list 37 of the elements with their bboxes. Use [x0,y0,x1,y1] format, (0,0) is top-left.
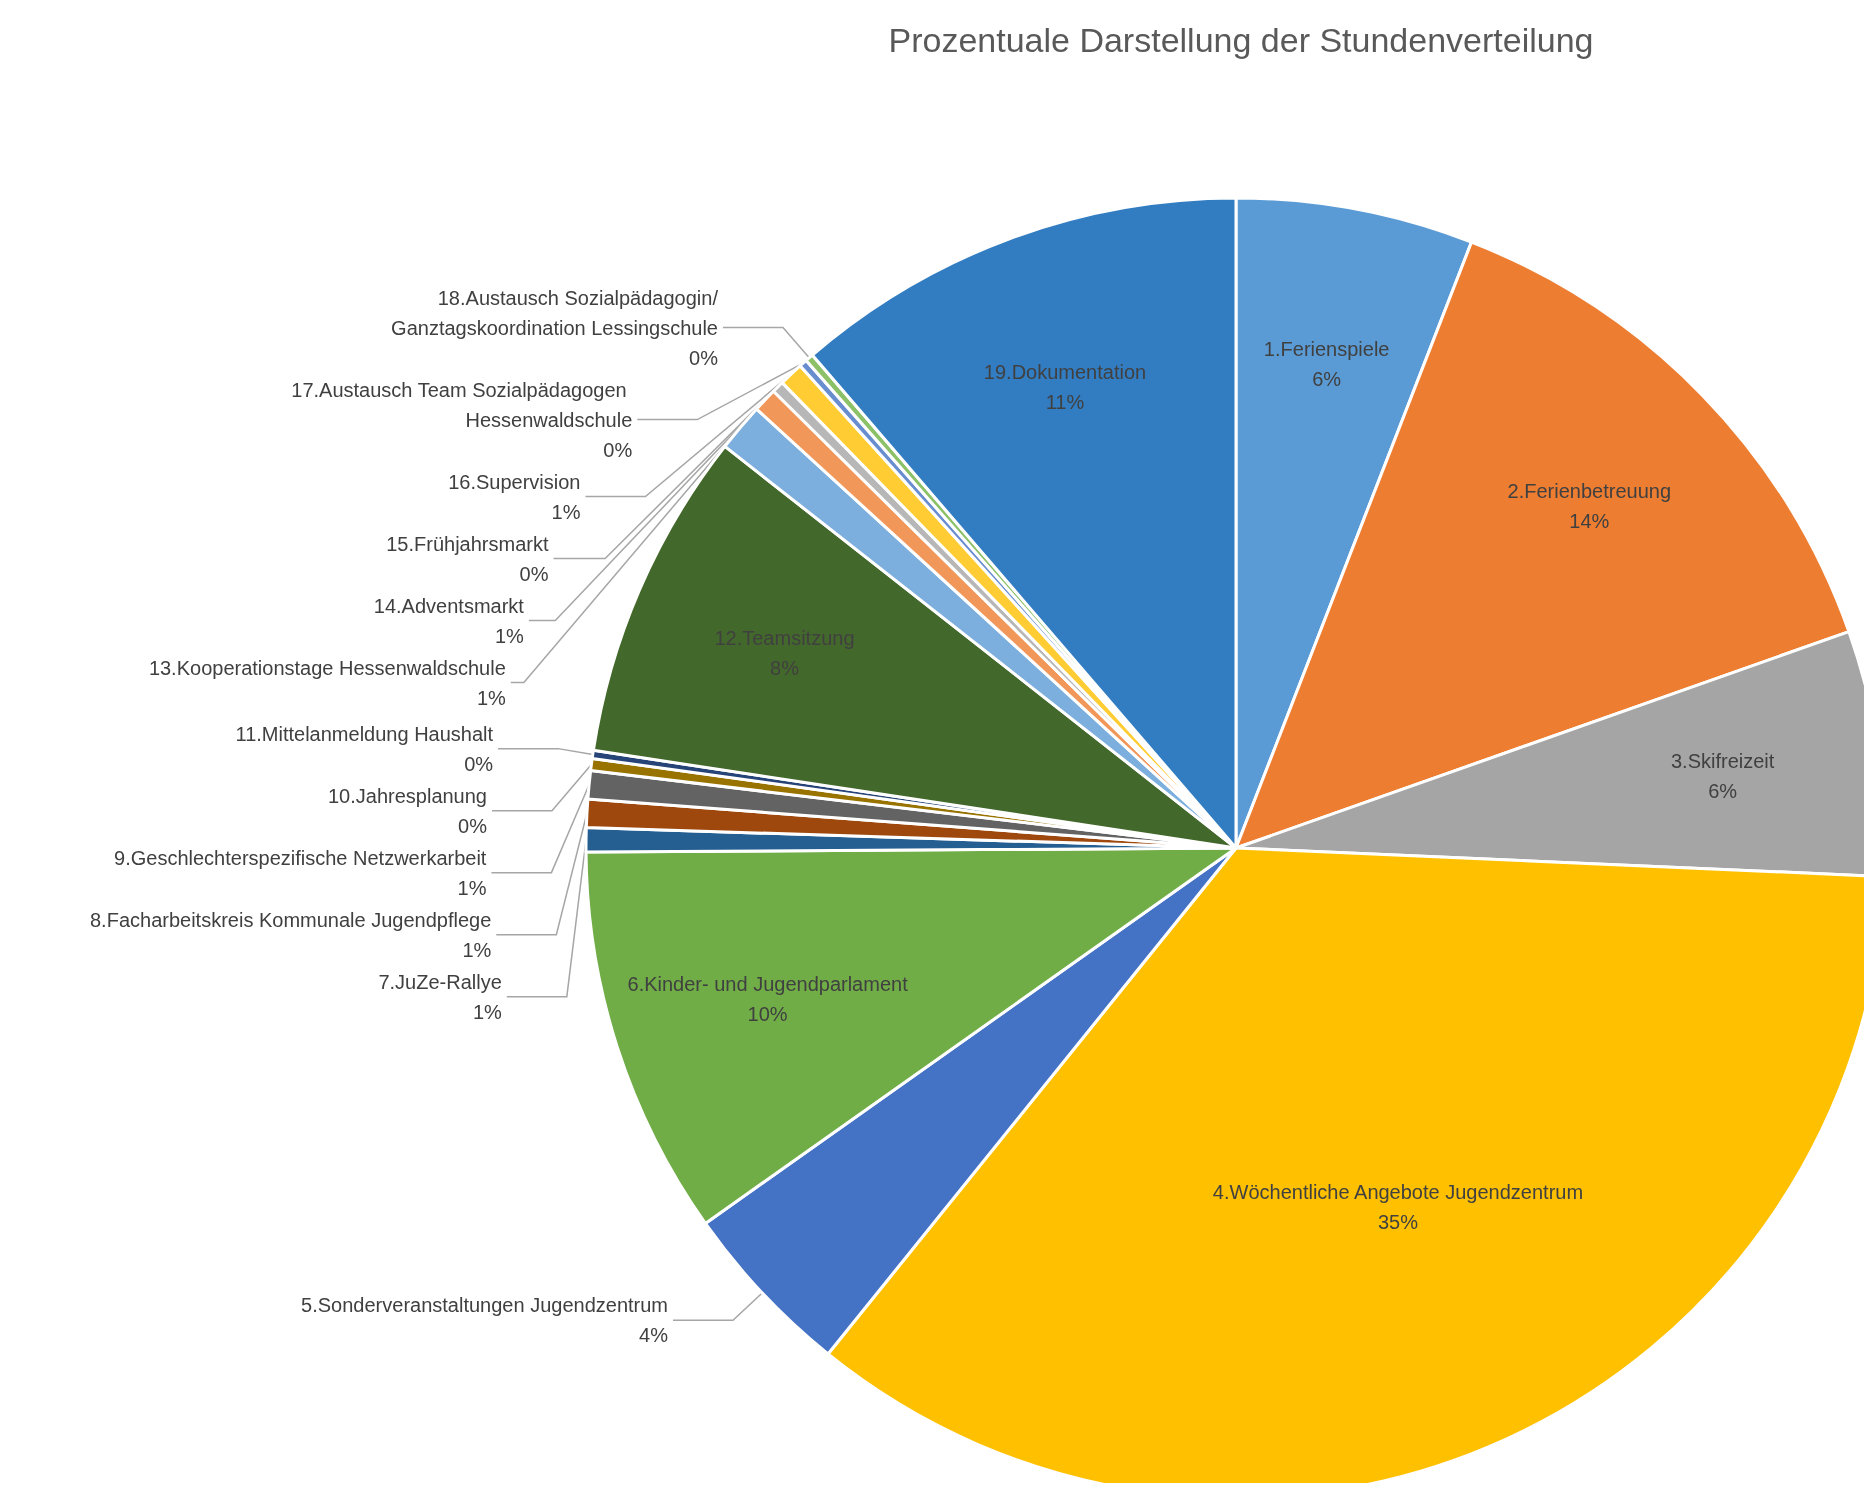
data-label: 1% [472,1000,503,1023]
data-label: 1% [551,500,581,523]
slice-label: 19.Dokumentation [983,360,1147,383]
slice-label: 9.Geschlechterspezifische Netzwerkarbeit [114,846,487,869]
slice-label: 8.Facharbeitskreis Kommunale Jugendpflege [89,908,492,931]
slice-label: 13.Kooperationstage Hessenwaldschule [148,656,506,679]
data-label: 1% [462,938,492,961]
data-label: 4% [639,1324,669,1347]
slice-label: 11.Mittelanmeldung Haushalt [235,722,494,745]
slice-label: 15.Frühjahrsmarkt [386,532,549,555]
slice-label: 14.Adventsmarkt [373,594,525,617]
data-label: 0% [458,814,488,837]
chart-title: Prozentuale Darstellung der Stundenverteilung [888,21,1594,59]
data-label: 6% [1312,368,1342,391]
slice-label: 17.Austausch Team Sozialpädagogen Hessenwaldschule [291,378,633,431]
slice-label: 1.Ferienspiele [1263,338,1390,361]
slice-label: 3.Skifreizeit [1670,749,1775,772]
data-label: 1% [494,624,525,647]
data-label: 1% [457,876,487,899]
data-label: 6% [1708,779,1738,802]
data-label: 0% [603,438,633,461]
data-label: 11% [1045,390,1085,413]
data-label: 10% [747,1002,788,1025]
slice-label: 16.Supervision [448,470,581,493]
slice-label: 4.Wöchentliche Angebote Jugendzentrum [1212,1180,1584,1203]
data-label: 1% [476,686,506,709]
data-label: 35% [1377,1210,1419,1233]
data-label: 0% [689,346,719,369]
slice-label: 7.JuZe-Rallye [378,970,502,993]
slice-label: 2.Ferienbetreuung [1507,479,1672,502]
data-label: 0% [464,752,494,775]
slice-label: 10.Jahresplanung [327,784,487,807]
data-label: 0% [519,562,549,585]
slice-label: 5.Sonderveranstaltungen Jugendzentrum [301,1294,669,1317]
data-label: 14% [1569,509,1610,532]
slice-label: 6.Kinder- und Jugendparlament [627,972,909,995]
slice-label: 18.Austausch Sozialpädagogin/Ganztagskoordination Lessingschule [391,286,719,339]
